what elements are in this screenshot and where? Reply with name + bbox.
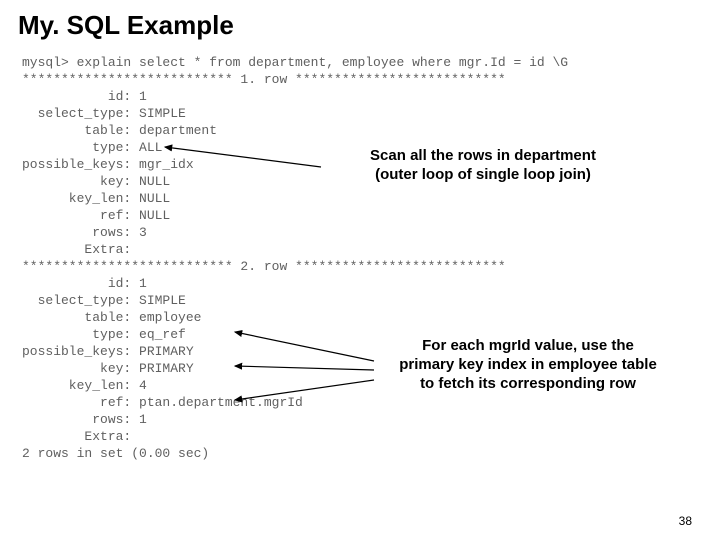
slide-title: My. SQL Example	[18, 10, 234, 41]
callout-text: For each mgrId value, use the	[422, 337, 634, 354]
callout-department-scan: Scan all the rows in department (outer l…	[318, 146, 648, 184]
callout-text: (outer loop of single loop join)	[375, 166, 591, 183]
callout-text: primary key index in employee table	[399, 356, 657, 373]
callout-employee-lookup: For each mgrId value, use the primary ke…	[358, 336, 698, 393]
callout-text: Scan all the rows in department	[370, 147, 596, 164]
page-number: 38	[679, 514, 692, 528]
sql-explain-output: mysql> explain select * from department,…	[22, 54, 568, 462]
callout-text: to fetch its corresponding row	[420, 375, 636, 392]
